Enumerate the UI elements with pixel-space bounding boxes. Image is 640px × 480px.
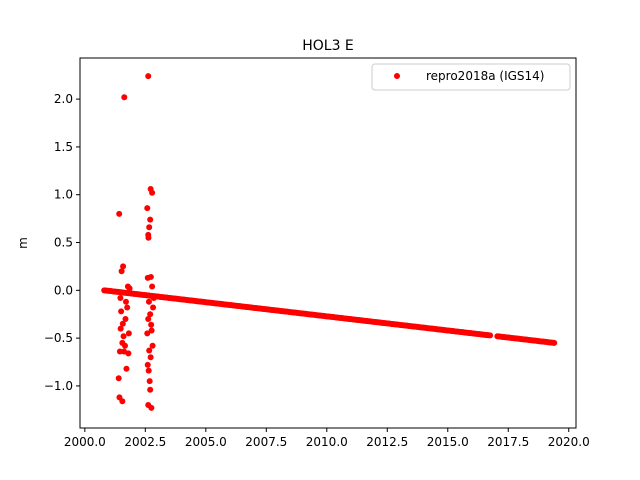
x-tick-label: 2020.0 bbox=[548, 435, 590, 449]
data-point bbox=[150, 294, 157, 301]
data-point bbox=[147, 354, 154, 361]
data-point bbox=[144, 361, 151, 368]
data-point bbox=[118, 268, 125, 275]
data-point bbox=[147, 311, 154, 318]
data-point bbox=[116, 348, 123, 355]
data-point bbox=[149, 189, 156, 196]
data-point bbox=[145, 73, 152, 80]
data-point bbox=[145, 234, 152, 241]
data-point bbox=[148, 404, 155, 411]
x-tick-label: 2017.5 bbox=[487, 435, 529, 449]
data-point bbox=[119, 320, 126, 327]
data-point bbox=[119, 398, 126, 405]
x-tick-label: 2012.5 bbox=[366, 435, 408, 449]
data-point bbox=[149, 342, 156, 349]
data-point bbox=[120, 263, 127, 270]
data-point bbox=[147, 386, 154, 393]
y-tick-label: −1.0 bbox=[44, 379, 73, 393]
data-point bbox=[150, 304, 157, 311]
y-tick-label: 2.0 bbox=[54, 92, 73, 106]
x-axis: 2000.0 2002.5 2005.0 2007.5 2010.0 2012.5 2015… bbox=[64, 428, 590, 449]
data-point bbox=[118, 308, 125, 315]
data-point bbox=[144, 205, 151, 212]
data-point bbox=[124, 304, 131, 311]
data-point bbox=[487, 332, 494, 339]
legend: repro2018a (IGS14) bbox=[371, 63, 571, 91]
y-tick-label: 1.0 bbox=[54, 188, 73, 202]
data-point bbox=[122, 342, 129, 349]
data-point bbox=[116, 210, 123, 217]
data-point bbox=[121, 94, 128, 101]
y-axis-label: m bbox=[16, 237, 30, 249]
legend-entry: repro2018a (IGS14) bbox=[426, 69, 544, 83]
data-point bbox=[145, 367, 152, 374]
data-point bbox=[148, 321, 155, 328]
data-point bbox=[147, 273, 154, 280]
y-tick-label: 0.0 bbox=[54, 283, 73, 297]
x-tick-label: 2010.0 bbox=[306, 435, 348, 449]
data-points bbox=[101, 73, 558, 411]
data-point bbox=[117, 294, 124, 301]
x-tick-label: 2005.0 bbox=[185, 435, 227, 449]
data-point bbox=[120, 333, 127, 340]
data-point bbox=[147, 216, 154, 223]
y-tick-label: −0.5 bbox=[44, 331, 73, 345]
data-point bbox=[145, 316, 152, 323]
data-point bbox=[115, 375, 122, 382]
data-point bbox=[126, 285, 133, 292]
data-point bbox=[117, 325, 124, 332]
data-point bbox=[146, 224, 153, 231]
data-point bbox=[146, 347, 153, 354]
legend-marker bbox=[394, 73, 400, 79]
data-point bbox=[145, 298, 152, 305]
data-point bbox=[125, 330, 132, 337]
data-point bbox=[144, 330, 151, 337]
y-tick-label: 0.5 bbox=[54, 236, 73, 250]
data-point bbox=[123, 365, 130, 372]
data-point bbox=[149, 283, 156, 290]
legend-box bbox=[371, 63, 571, 91]
data-point bbox=[122, 298, 129, 305]
x-tick-label: 2007.5 bbox=[245, 435, 287, 449]
y-axis: −1.0 −0.5 0.0 0.5 1.0 1.5 2.0 bbox=[44, 92, 80, 393]
data-point bbox=[551, 339, 558, 346]
chart-title: HOL3 E bbox=[302, 38, 354, 54]
data-point bbox=[125, 350, 132, 357]
x-tick-label: 2015.0 bbox=[427, 435, 469, 449]
y-tick-label: 1.5 bbox=[54, 140, 73, 154]
data-point bbox=[122, 316, 129, 323]
x-tick-label: 2002.5 bbox=[124, 435, 166, 449]
data-point bbox=[146, 378, 153, 385]
data-point bbox=[148, 327, 155, 334]
x-tick-label: 2000.0 bbox=[64, 435, 106, 449]
